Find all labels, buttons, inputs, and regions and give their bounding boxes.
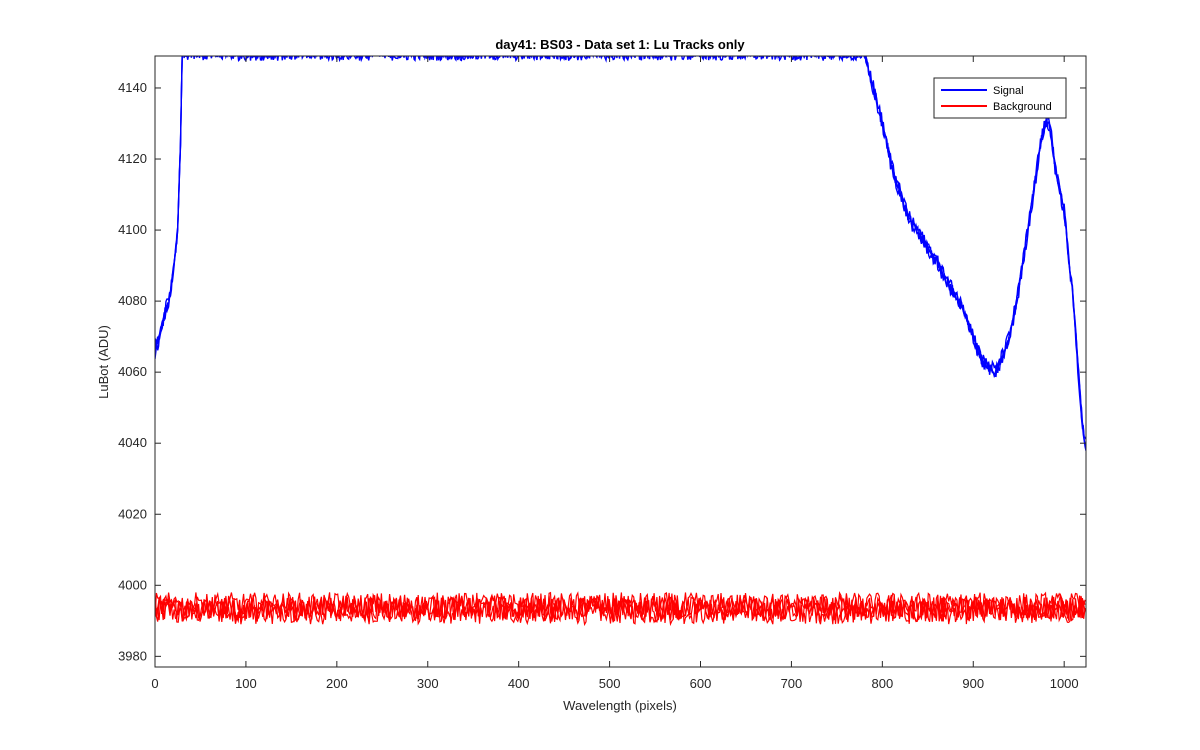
x-tick-label: 500 <box>599 676 621 691</box>
signal-series-line <box>155 56 1086 440</box>
x-tick-label: 900 <box>962 676 984 691</box>
y-tick-label: 4020 <box>118 506 147 521</box>
y-tick-label: 4060 <box>118 364 147 379</box>
y-axis-label: LuBot (ADU) <box>96 325 111 399</box>
plot-area <box>155 56 1086 667</box>
axes-box <box>154 55 1087 668</box>
legend-label-signal: Signal <box>993 85 1024 97</box>
x-tick-label: 100 <box>235 676 257 691</box>
y-tick-label: 3980 <box>118 648 147 663</box>
x-tick-label: 300 <box>417 676 439 691</box>
background-series-line <box>155 591 1086 620</box>
x-tick-label: 0 <box>151 676 158 691</box>
y-tick-label: 4120 <box>118 151 147 166</box>
x-tick-label: 600 <box>690 676 712 691</box>
y-tick-label: 4040 <box>118 435 147 450</box>
x-axis-label: Wavelength (pixels) <box>563 698 677 713</box>
x-tick-label: 700 <box>781 676 803 691</box>
y-tick-label: 4000 <box>118 577 147 592</box>
y-tick-label: 4100 <box>118 222 147 237</box>
chart-title: day41: BS03 - Data set 1: Lu Tracks only <box>495 37 745 52</box>
x-tick-label: 1000 <box>1050 676 1079 691</box>
legend-box <box>933 77 1067 119</box>
x-tick-label: 400 <box>508 676 530 691</box>
y-tick-label: 4140 <box>118 80 147 95</box>
legend[interactable]: Signal Background <box>933 77 1067 119</box>
tick-layer: 0 100 200 300 400 500 600 700 800 900 1000 3980 4000… <box>118 56 1086 691</box>
legend-label-background: Background <box>993 101 1052 113</box>
x-tick-label: 800 <box>871 676 893 691</box>
series-layer <box>155 56 1086 627</box>
x-tick-label: 200 <box>326 676 348 691</box>
y-tick-label: 4080 <box>118 293 147 308</box>
